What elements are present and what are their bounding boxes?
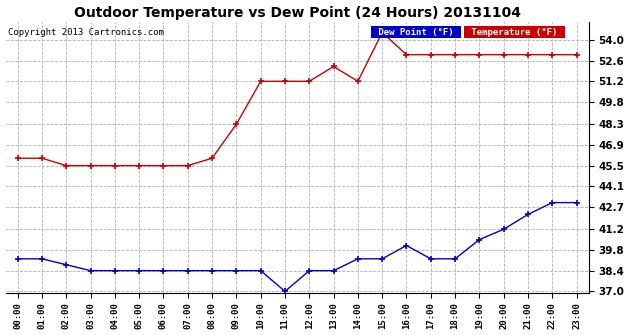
Text: Temperature (°F): Temperature (°F)	[466, 27, 563, 37]
Text: Copyright 2013 Cartronics.com: Copyright 2013 Cartronics.com	[8, 27, 164, 37]
Text: Dew Point (°F): Dew Point (°F)	[373, 27, 459, 37]
Title: Outdoor Temperature vs Dew Point (24 Hours) 20131104: Outdoor Temperature vs Dew Point (24 Hou…	[74, 6, 520, 19]
